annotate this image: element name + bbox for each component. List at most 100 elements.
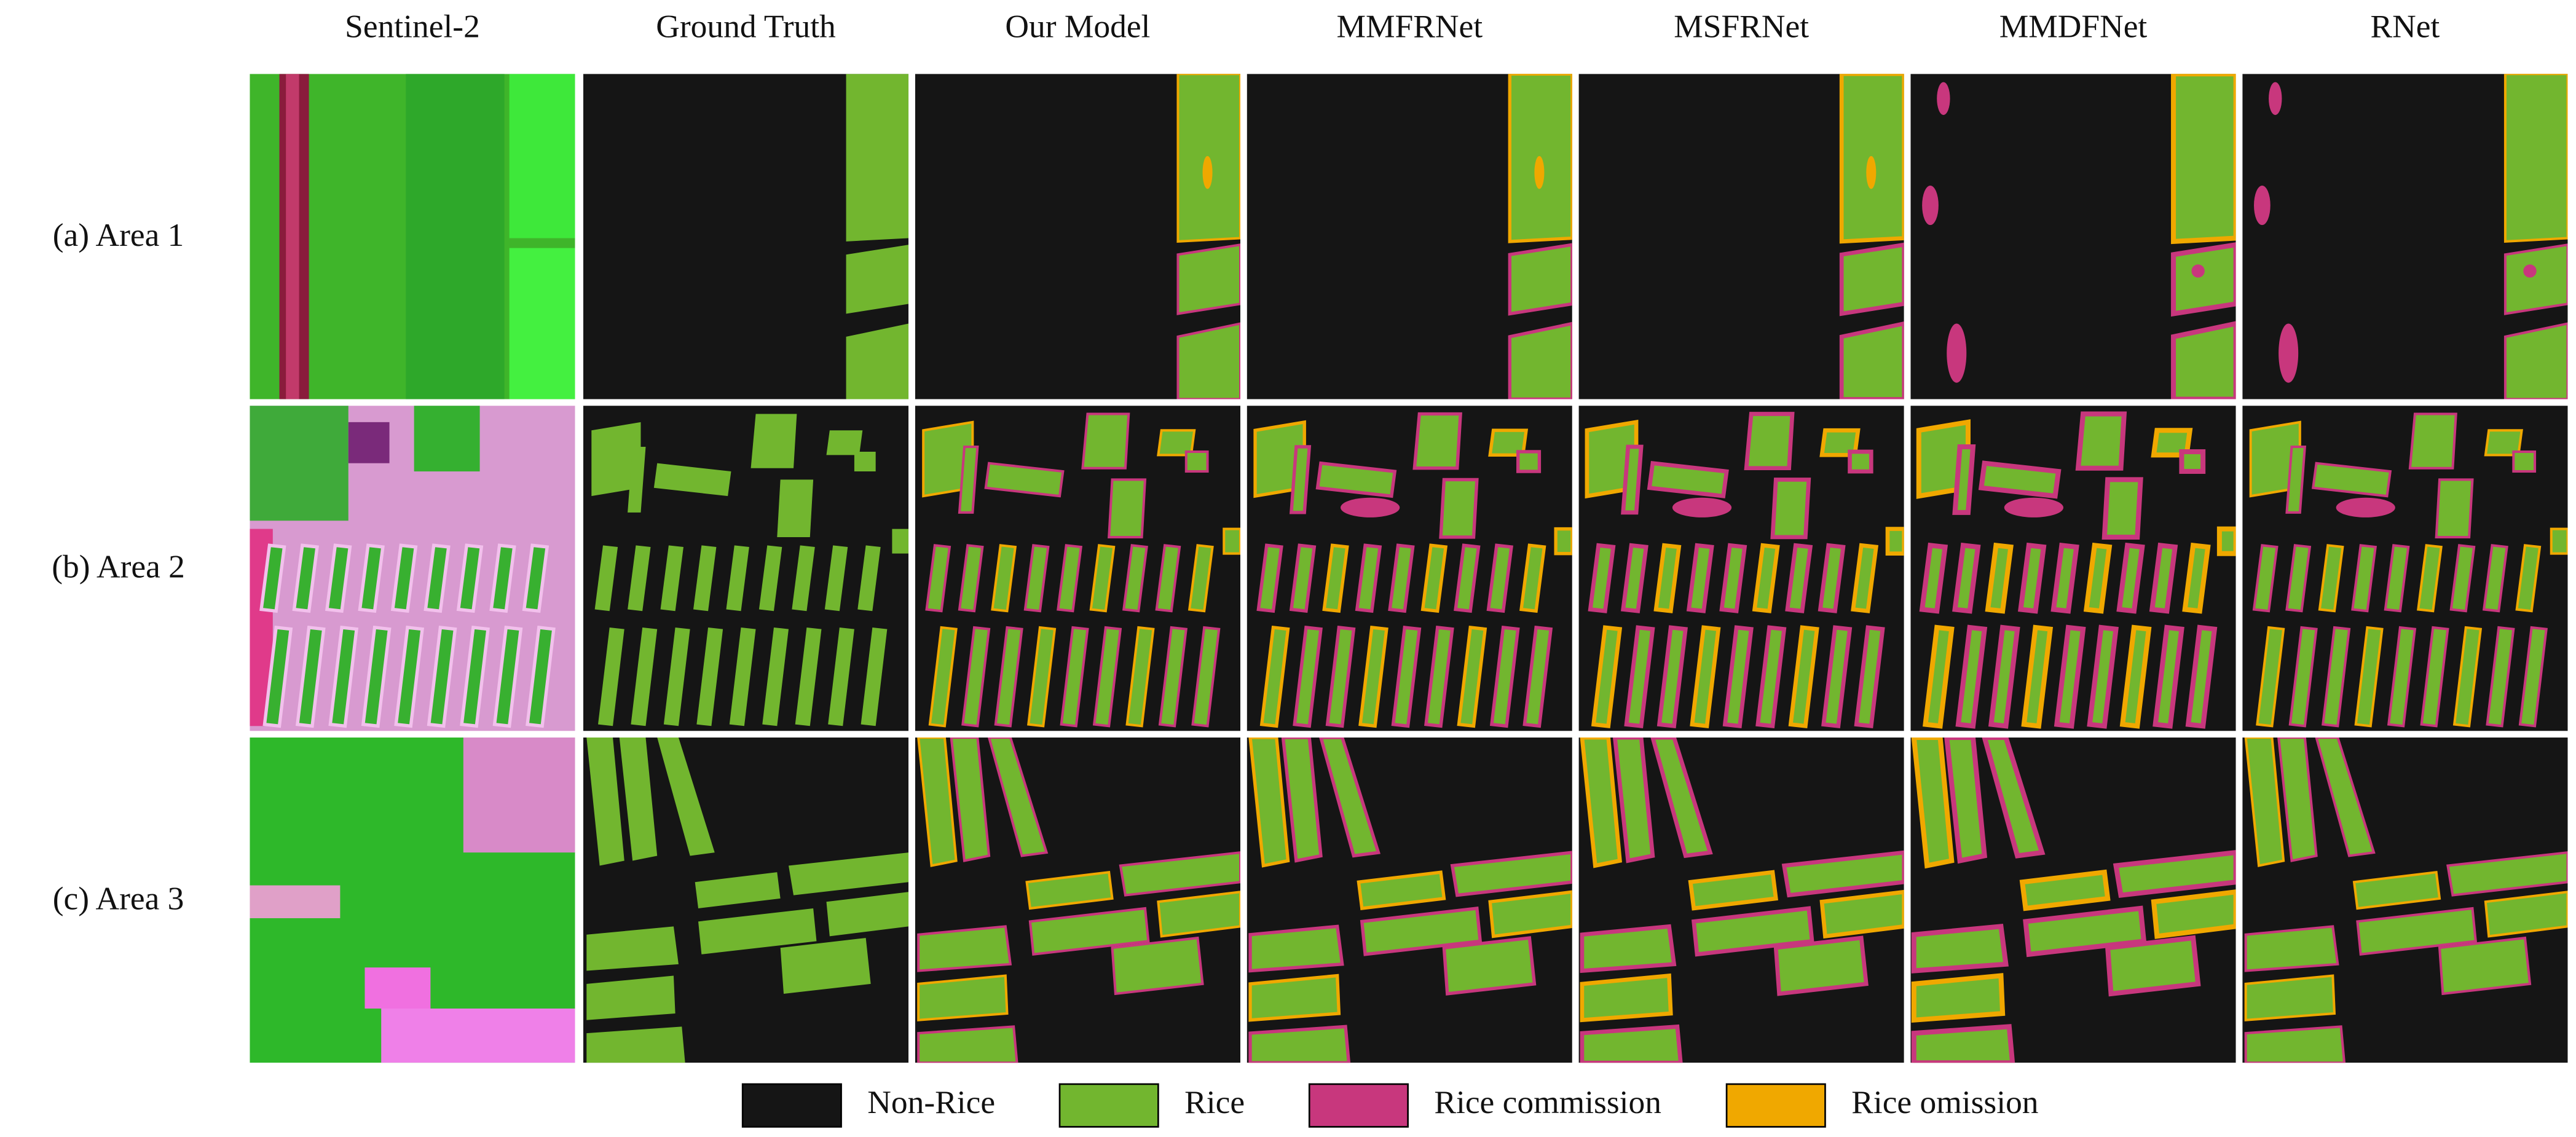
rice-field	[1788, 625, 1819, 728]
rice-field	[619, 738, 658, 861]
rice-field	[1248, 974, 1341, 1022]
rice-field	[2113, 850, 2236, 899]
rice-field	[2484, 891, 2568, 938]
panel	[250, 74, 575, 399]
column-header: Our Model	[1005, 7, 1150, 44]
rice-field	[762, 627, 789, 726]
rice-field	[2322, 626, 2351, 728]
commission-blob	[2269, 82, 2282, 116]
rice-field	[1184, 450, 1209, 473]
satellite-field	[522, 543, 549, 613]
rice-field	[2149, 542, 2178, 614]
panel	[2242, 74, 2568, 399]
rice-field	[1691, 906, 1814, 957]
rice-field	[1744, 412, 1795, 471]
commission-blob	[1922, 186, 1939, 226]
rice-field	[591, 422, 641, 497]
rice-field	[1358, 625, 1388, 728]
satellite-patch	[463, 738, 575, 853]
rice-field	[2285, 544, 2312, 613]
satellite-field	[358, 543, 385, 613]
legend-swatch	[1308, 1083, 1409, 1128]
rice-field	[2244, 974, 2336, 1021]
rice-field	[1819, 889, 1904, 939]
rice-field	[1955, 624, 1988, 729]
rice-field	[2277, 738, 2318, 862]
rice-field	[1122, 544, 1148, 613]
rice-field	[1489, 625, 1520, 728]
satellite-field	[361, 625, 392, 728]
satellite-field	[295, 625, 326, 728]
panel-content	[1247, 74, 1572, 399]
rice-field	[1919, 542, 1948, 614]
rice-field	[2185, 624, 2218, 729]
satellite-field	[328, 625, 359, 728]
rice-field	[2420, 626, 2449, 728]
panel-content	[1910, 74, 2236, 399]
rice-field	[1089, 544, 1116, 613]
rice-field	[2119, 624, 2152, 729]
rice-field	[1755, 625, 1787, 728]
rice-field	[2021, 624, 2054, 729]
rice-field	[758, 545, 782, 612]
rice-field	[1155, 544, 1181, 613]
rice-field	[631, 627, 658, 726]
rice-field	[594, 545, 618, 612]
satellite-patch	[406, 74, 505, 399]
rice-field	[628, 545, 651, 612]
rice-field	[2171, 321, 2236, 399]
rice-field	[2171, 242, 2236, 317]
rice-field	[2116, 542, 2145, 614]
rice-field	[586, 738, 624, 866]
rice-field	[2503, 243, 2568, 315]
rice-field	[2417, 544, 2443, 613]
rice-field	[994, 626, 1023, 728]
rice-field	[1025, 870, 1114, 910]
rice-field	[1357, 870, 1446, 910]
rice-field	[1256, 543, 1283, 613]
rice-field	[653, 463, 731, 497]
panel-content	[250, 406, 575, 731]
rice-field	[777, 479, 814, 537]
rice-field	[2318, 544, 2344, 613]
row-label: (c) Area 3	[53, 880, 184, 917]
satellite-patch	[250, 406, 349, 521]
rice-field	[984, 462, 1065, 498]
column-header: Ground Truth	[656, 7, 836, 44]
satellite-patch	[381, 1008, 575, 1063]
rice-field	[1289, 543, 1317, 613]
rice-field	[1289, 445, 1312, 514]
satellite-field	[489, 543, 516, 613]
rice-field	[2351, 544, 2377, 613]
rice-field	[1516, 450, 1542, 473]
rice-field	[663, 627, 690, 726]
rice-field	[2452, 626, 2483, 728]
rice-field	[1223, 527, 1240, 555]
rice-field	[1952, 444, 1976, 515]
commission-blob	[1947, 323, 1967, 383]
rice-field	[1081, 412, 1130, 470]
rice-field	[861, 627, 888, 726]
rice-field	[1773, 935, 1869, 996]
row-label: (a) Area 1	[53, 216, 184, 253]
rice-field	[1821, 625, 1853, 728]
satellite-patch	[414, 406, 480, 472]
satellite-field	[325, 543, 352, 613]
rice-field	[1092, 626, 1122, 728]
rice-field	[1580, 1024, 1683, 1063]
rice-field	[1818, 543, 1846, 613]
satellite-field	[390, 543, 418, 613]
rice-field	[1450, 851, 1572, 897]
rice-field	[2244, 1025, 2346, 1063]
rice-field	[961, 626, 991, 728]
rice-field	[2087, 624, 2119, 729]
rice-field	[987, 738, 1049, 857]
commission-blob	[2336, 497, 2395, 517]
rice-field	[750, 414, 797, 468]
rice-field	[1176, 243, 1240, 315]
rice-field	[2482, 544, 2508, 613]
commission-blob	[1341, 497, 1400, 517]
commission-blob	[1937, 82, 1950, 116]
